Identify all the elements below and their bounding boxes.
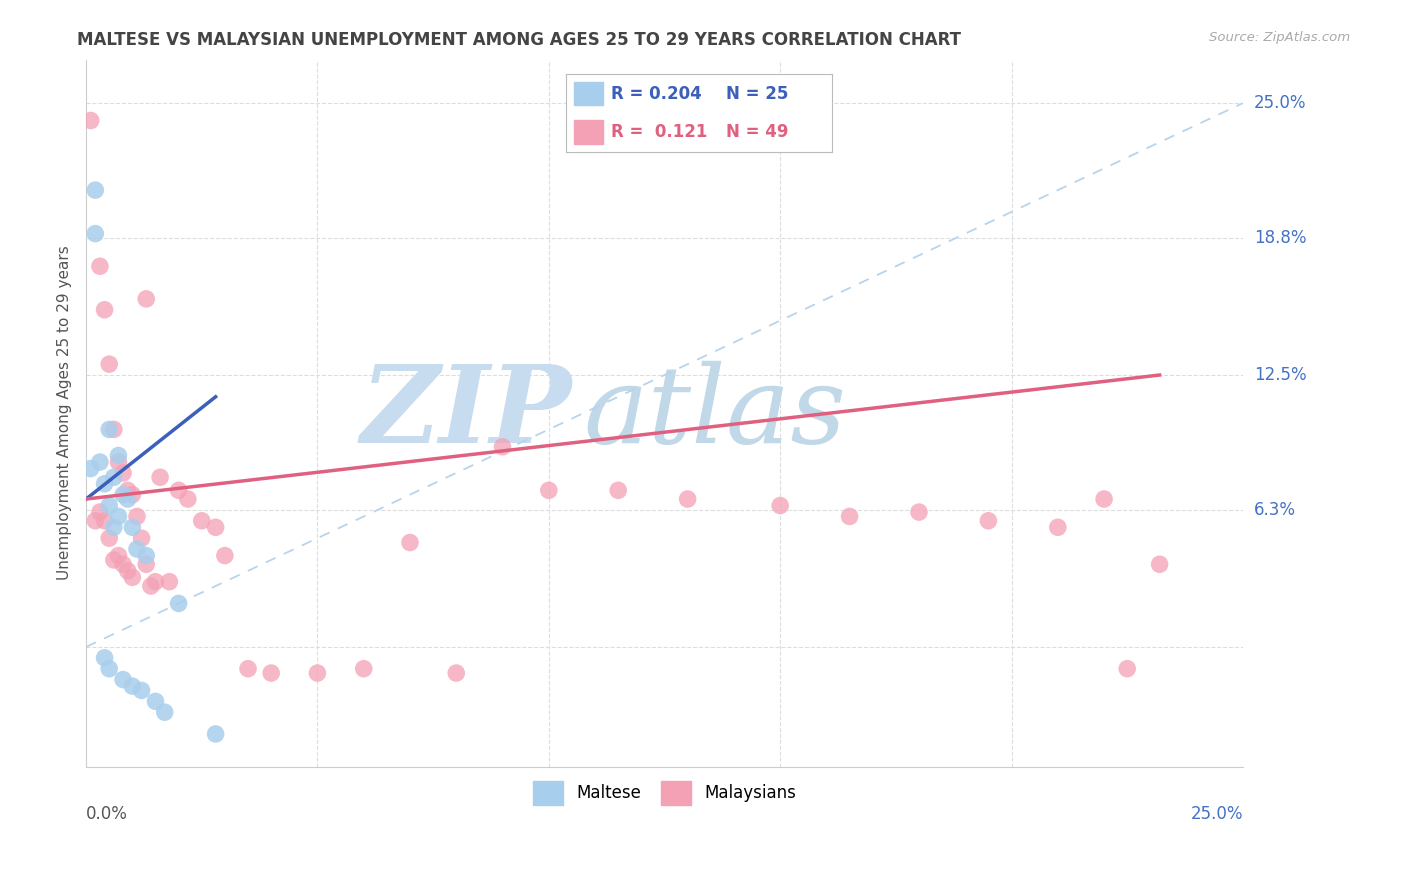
Point bbox=[80, 113, 103, 128]
Point bbox=[84, 514, 107, 528]
Point bbox=[131, 531, 153, 545]
Point bbox=[446, 666, 468, 681]
Point bbox=[491, 440, 513, 454]
Point bbox=[84, 227, 107, 241]
Point bbox=[121, 488, 143, 502]
Point bbox=[135, 292, 157, 306]
Text: 0.0%: 0.0% bbox=[86, 805, 128, 823]
Point bbox=[769, 499, 792, 513]
Point bbox=[103, 520, 125, 534]
Point bbox=[204, 727, 226, 741]
Point bbox=[93, 650, 115, 665]
Point bbox=[107, 509, 129, 524]
Point bbox=[1116, 662, 1139, 676]
Point bbox=[121, 520, 143, 534]
Point bbox=[399, 535, 422, 549]
Point bbox=[1092, 491, 1115, 506]
Text: 6.3%: 6.3% bbox=[1254, 501, 1296, 519]
Text: Source: ZipAtlas.com: Source: ZipAtlas.com bbox=[1209, 31, 1350, 45]
Point bbox=[537, 483, 560, 498]
Point bbox=[112, 466, 135, 480]
Point bbox=[145, 574, 167, 589]
Point bbox=[135, 549, 157, 563]
Point bbox=[838, 509, 860, 524]
Point bbox=[260, 666, 283, 681]
Legend: Maltese, Malaysians: Maltese, Malaysians bbox=[526, 774, 803, 812]
Point bbox=[167, 483, 190, 498]
Point bbox=[98, 357, 121, 371]
Point bbox=[125, 509, 148, 524]
Point bbox=[190, 514, 212, 528]
Point bbox=[112, 558, 135, 572]
Point bbox=[307, 666, 329, 681]
Point bbox=[135, 558, 157, 572]
Point bbox=[98, 422, 121, 436]
Text: 12.5%: 12.5% bbox=[1254, 366, 1306, 384]
Point bbox=[89, 505, 111, 519]
Point bbox=[676, 491, 699, 506]
Point bbox=[107, 449, 129, 463]
Point bbox=[131, 683, 153, 698]
Text: 25.0%: 25.0% bbox=[1191, 805, 1243, 823]
Point bbox=[121, 570, 143, 584]
Point bbox=[908, 505, 931, 519]
Text: atlas: atlas bbox=[583, 360, 846, 466]
Text: 25.0%: 25.0% bbox=[1254, 95, 1306, 112]
Point bbox=[153, 705, 176, 719]
Point bbox=[107, 455, 129, 469]
Point bbox=[112, 488, 135, 502]
Point bbox=[93, 302, 115, 317]
Point bbox=[139, 579, 162, 593]
Point bbox=[103, 553, 125, 567]
Point bbox=[607, 483, 630, 498]
Point bbox=[89, 455, 111, 469]
Point bbox=[98, 499, 121, 513]
Point bbox=[84, 183, 107, 197]
Point bbox=[977, 514, 1000, 528]
Point bbox=[167, 597, 190, 611]
Point bbox=[98, 531, 121, 545]
Y-axis label: Unemployment Among Ages 25 to 29 years: Unemployment Among Ages 25 to 29 years bbox=[58, 245, 72, 581]
Point bbox=[103, 470, 125, 484]
Point bbox=[177, 491, 200, 506]
Text: 18.8%: 18.8% bbox=[1254, 229, 1306, 247]
Point bbox=[103, 422, 125, 436]
Point bbox=[1046, 520, 1069, 534]
Point bbox=[1149, 558, 1171, 572]
Point bbox=[149, 470, 172, 484]
Text: ZIP: ZIP bbox=[360, 360, 572, 467]
Point bbox=[353, 662, 375, 676]
Point bbox=[145, 694, 167, 708]
Point bbox=[98, 662, 121, 676]
Point bbox=[80, 461, 103, 475]
Point bbox=[112, 673, 135, 687]
Point bbox=[117, 564, 139, 578]
Point bbox=[107, 549, 129, 563]
Point bbox=[125, 542, 148, 557]
Point bbox=[93, 476, 115, 491]
Point bbox=[117, 483, 139, 498]
Point bbox=[204, 520, 226, 534]
Point bbox=[214, 549, 236, 563]
Point bbox=[121, 679, 143, 693]
Text: MALTESE VS MALAYSIAN UNEMPLOYMENT AMONG AGES 25 TO 29 YEARS CORRELATION CHART: MALTESE VS MALAYSIAN UNEMPLOYMENT AMONG … bbox=[77, 31, 962, 49]
Point bbox=[157, 574, 180, 589]
Point bbox=[93, 514, 115, 528]
Point bbox=[89, 259, 111, 273]
Point bbox=[236, 662, 259, 676]
Point bbox=[117, 491, 139, 506]
